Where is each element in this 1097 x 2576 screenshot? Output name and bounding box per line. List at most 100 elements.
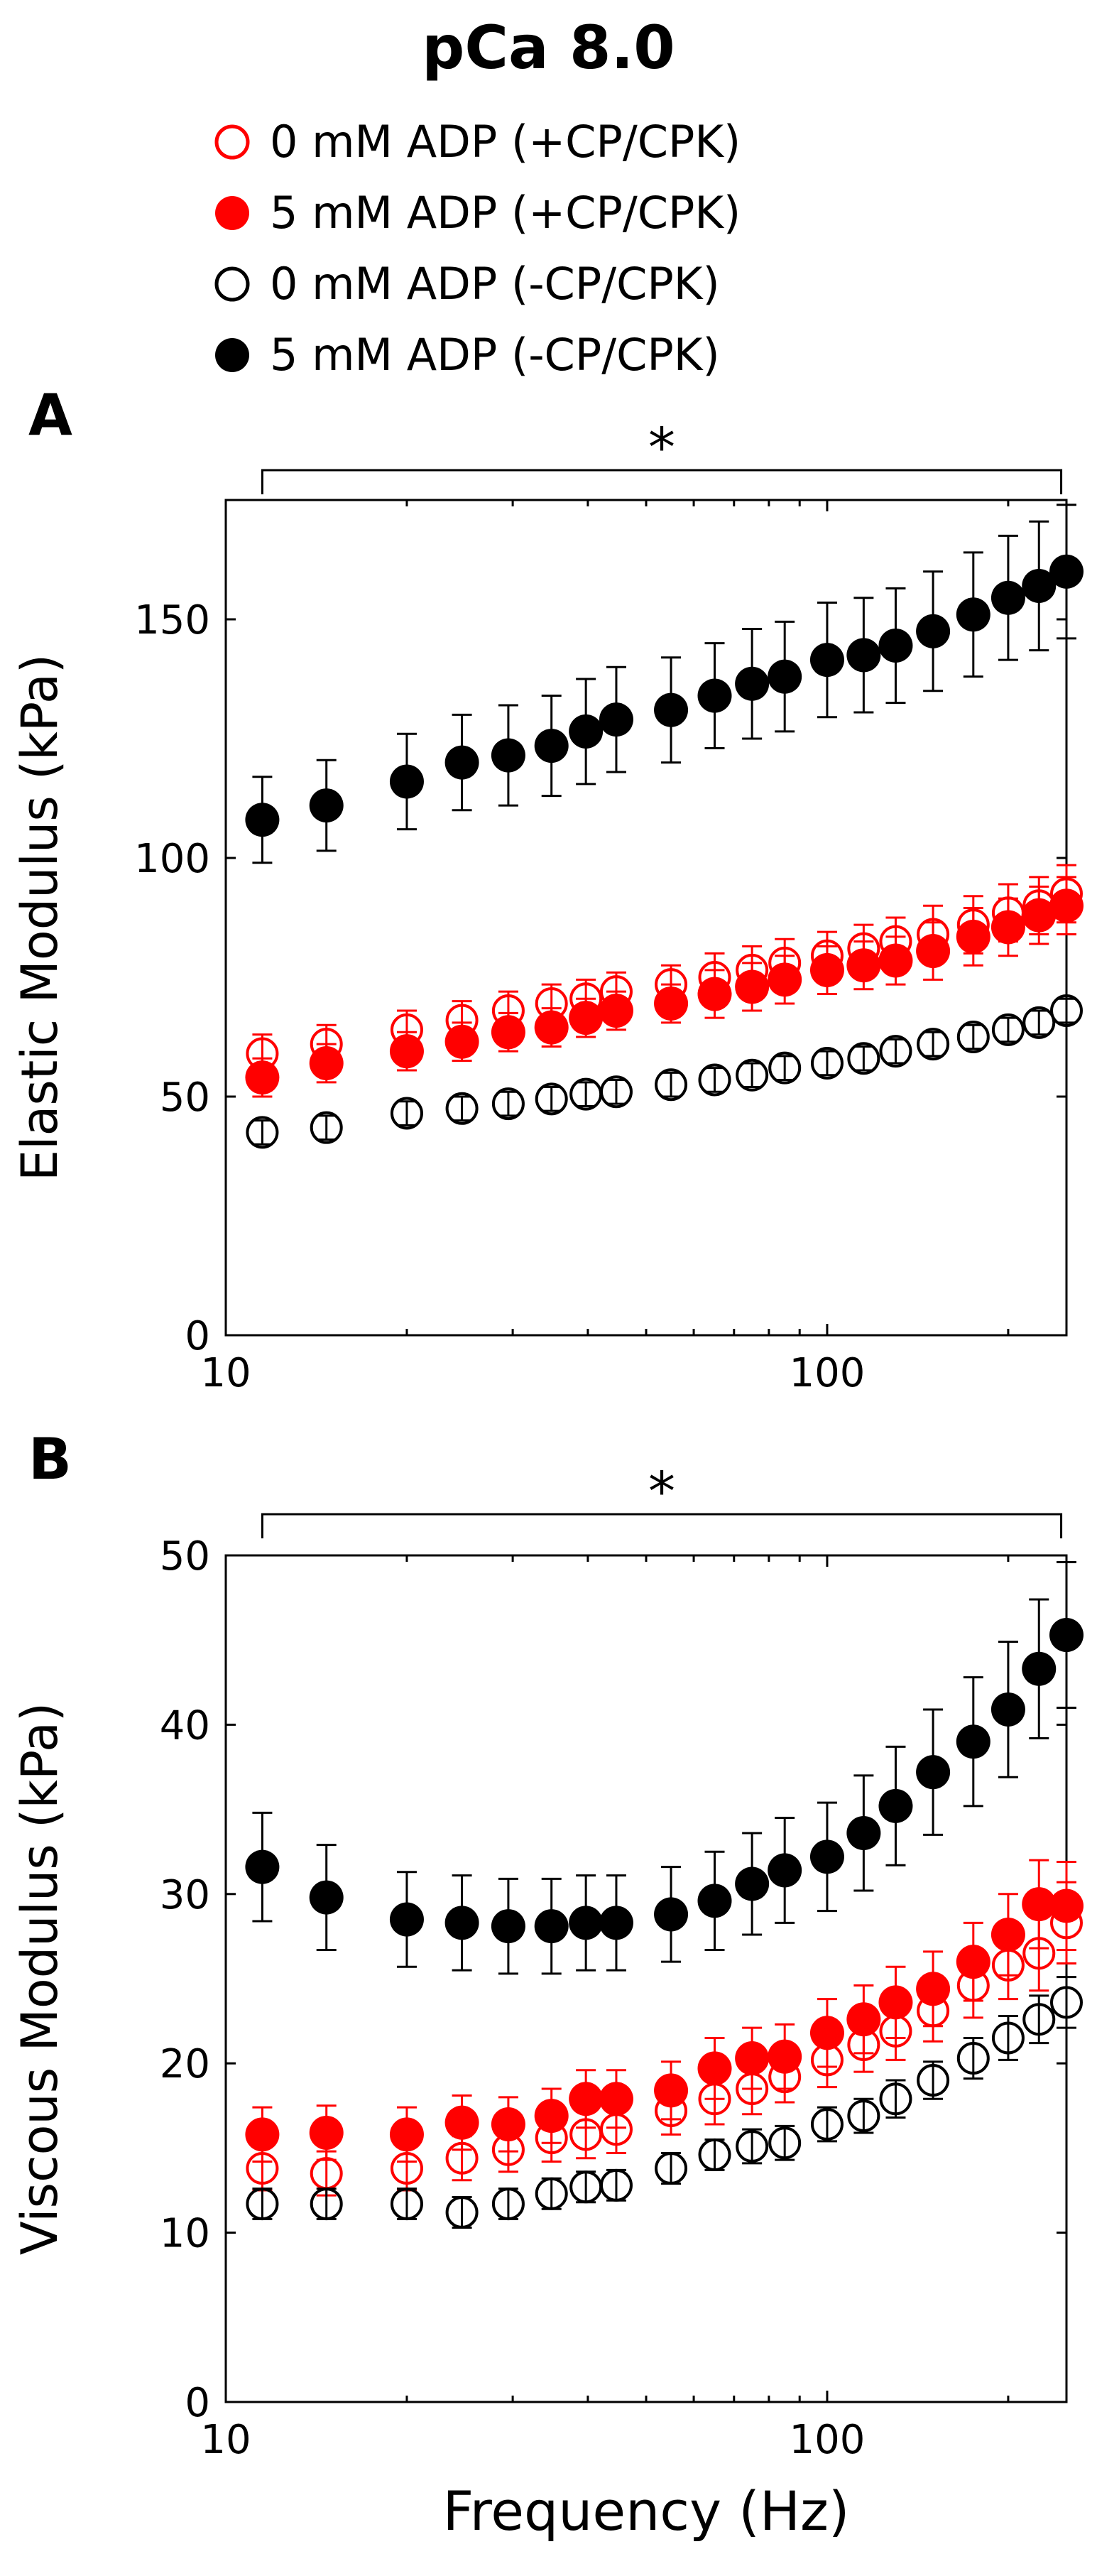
data-point — [599, 2168, 633, 2202]
legend-marker-open-red — [213, 123, 251, 161]
series-1 — [245, 876, 1084, 1098]
data-point — [599, 994, 633, 1028]
data-point — [878, 943, 913, 978]
data-point — [735, 1866, 770, 1901]
data-point — [846, 2002, 881, 2037]
data-point — [535, 1082, 568, 1116]
data-point — [245, 1849, 280, 1884]
data-point — [736, 1058, 769, 1092]
x-tick-label: 10 — [200, 1350, 251, 1396]
data-point — [991, 1013, 1025, 1046]
data-point — [534, 1010, 569, 1045]
data-point — [445, 2195, 479, 2229]
data-point — [697, 1884, 732, 1918]
data-point — [956, 2042, 990, 2075]
panel-label-b: B — [28, 1426, 72, 1492]
data-point — [654, 692, 689, 727]
data-point — [310, 2188, 343, 2221]
data-point — [810, 1046, 844, 1080]
data-point — [916, 1972, 951, 2006]
x-axis-label: Frequency (Hz) — [442, 2479, 849, 2543]
significance-bracket — [261, 469, 1063, 494]
series-1 — [245, 1859, 1084, 2163]
data-point — [768, 1051, 802, 1085]
data-point — [534, 2099, 569, 2134]
legend-label: 0 mM ADP (-CP/CPK) — [270, 258, 720, 310]
data-point — [245, 803, 280, 837]
data-point — [768, 2039, 802, 2074]
data-point — [735, 666, 770, 701]
significance-asterisk: * — [648, 1460, 675, 1523]
data-point — [569, 1906, 604, 1940]
data-point — [654, 1897, 689, 1932]
data-point — [1022, 1651, 1057, 1686]
series-3 — [245, 1561, 1084, 1975]
significance-asterisk: * — [648, 415, 675, 479]
data-point — [491, 1087, 525, 1121]
data-point — [444, 1906, 479, 1940]
data-point — [654, 2073, 689, 2108]
data-point — [878, 628, 913, 663]
data-point — [736, 2130, 769, 2163]
data-point — [389, 1902, 424, 1937]
x-tick-label: 10 — [200, 2417, 251, 2463]
data-point — [879, 1035, 912, 1068]
data-point — [956, 1945, 990, 1979]
data-point — [655, 1068, 688, 1102]
y-axis-label: Elastic Modulus (kPa) — [11, 654, 69, 1181]
y-axis-label: Viscous Modulus (kPa) — [11, 1702, 69, 2255]
data-point — [878, 1985, 913, 2020]
data-point — [916, 614, 951, 648]
series-3 — [245, 504, 1084, 864]
series-0 — [246, 864, 1083, 1074]
figure-title: pCa 8.0 — [422, 13, 675, 82]
data-point — [491, 2188, 525, 2221]
data-point — [1049, 1888, 1084, 1923]
data-point — [916, 1755, 951, 1790]
data-point — [847, 2099, 880, 2133]
elastic-modulus-chart: 0 50 100 150 10 100 Elastic Modulus (kPa) * — [11, 415, 1084, 1396]
data-point — [655, 2152, 688, 2185]
data-point — [491, 2107, 525, 2142]
data-point — [245, 1060, 280, 1095]
data-point — [735, 2041, 770, 2076]
x-tick-label: 100 — [790, 1350, 866, 1396]
data-point — [1049, 888, 1084, 923]
data-point — [390, 1097, 423, 1130]
data-point — [1050, 994, 1083, 1028]
data-point — [1049, 554, 1084, 589]
y-tick-label: 150 — [134, 597, 210, 643]
y-tick-label: 100 — [134, 836, 210, 882]
data-point — [444, 745, 479, 780]
data-point — [956, 597, 990, 632]
data-point — [768, 1853, 802, 1888]
data-point — [389, 1034, 424, 1069]
data-point — [1022, 568, 1057, 603]
data-point — [1022, 898, 1057, 933]
data-point — [956, 1021, 990, 1053]
data-point — [735, 969, 770, 1004]
data-point — [697, 977, 732, 1011]
data-point — [389, 764, 424, 799]
legend: 0 mM ADP (+CP/CPK) 5 mM ADP (+CP/CPK) 0 … — [213, 107, 741, 391]
data-point — [569, 1001, 604, 1036]
data-point — [491, 738, 525, 773]
y-tick-label: 20 — [160, 2041, 210, 2087]
y-tick-label: 30 — [160, 1872, 210, 1918]
data-point — [534, 729, 569, 763]
x-tick-label: 100 — [790, 2417, 866, 2463]
data-point — [697, 2051, 732, 2086]
data-point — [1022, 2003, 1056, 2036]
data-point — [879, 2082, 912, 2116]
legend-marker-filled-red — [213, 194, 251, 232]
data-point — [569, 714, 604, 749]
data-point — [1022, 1006, 1056, 1039]
legend-marker-open-black — [213, 265, 251, 303]
data-point — [599, 1075, 633, 1109]
data-point — [768, 659, 802, 694]
data-point — [246, 1116, 279, 1149]
data-point — [809, 643, 844, 678]
data-point — [990, 1918, 1025, 1952]
series-2 — [246, 994, 1083, 1149]
